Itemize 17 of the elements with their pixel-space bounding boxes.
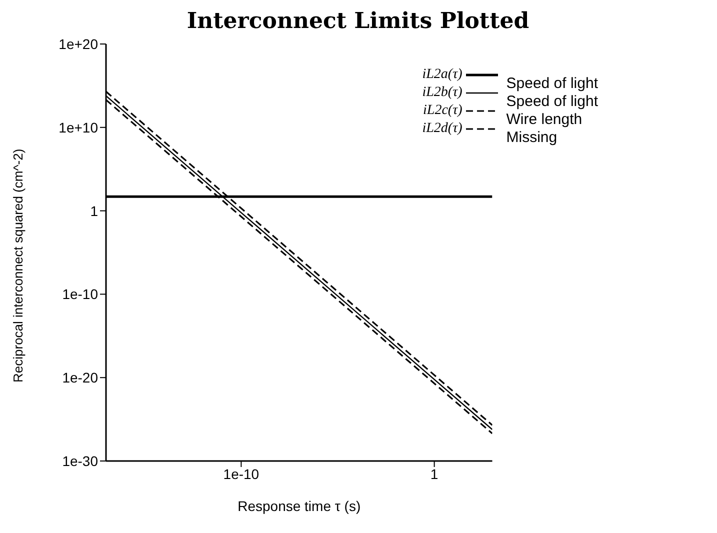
text: Speed of light: [506, 93, 598, 111]
y-tick-label: 1e+10: [58, 119, 98, 136]
text: Speed of light: [506, 75, 598, 93]
y-tick-label: 1e-20: [62, 370, 98, 386]
text: Missing: [506, 129, 558, 147]
chart-title: Interconnect Limits Plotted: [186, 8, 530, 36]
x-axis-title: Response time τ (s): [238, 498, 361, 514]
legend-label: iL2a(τ): [421, 67, 462, 83]
legend-label: iL2c(τ): [422, 103, 462, 119]
y-tick-label: 1e+20: [58, 36, 98, 52]
y-tick-label: 1e-30: [62, 452, 98, 469]
legend-label: iL2b(τ): [421, 85, 462, 101]
y-tick-label: 1e-10: [62, 286, 98, 302]
y-axis-title: Reciprocal interconnect squared (cm^-2): [10, 148, 26, 382]
text: Wire length: [506, 111, 584, 129]
y-tick-label: 1: [90, 202, 98, 219]
legend-label: iL2d(τ): [421, 121, 462, 137]
